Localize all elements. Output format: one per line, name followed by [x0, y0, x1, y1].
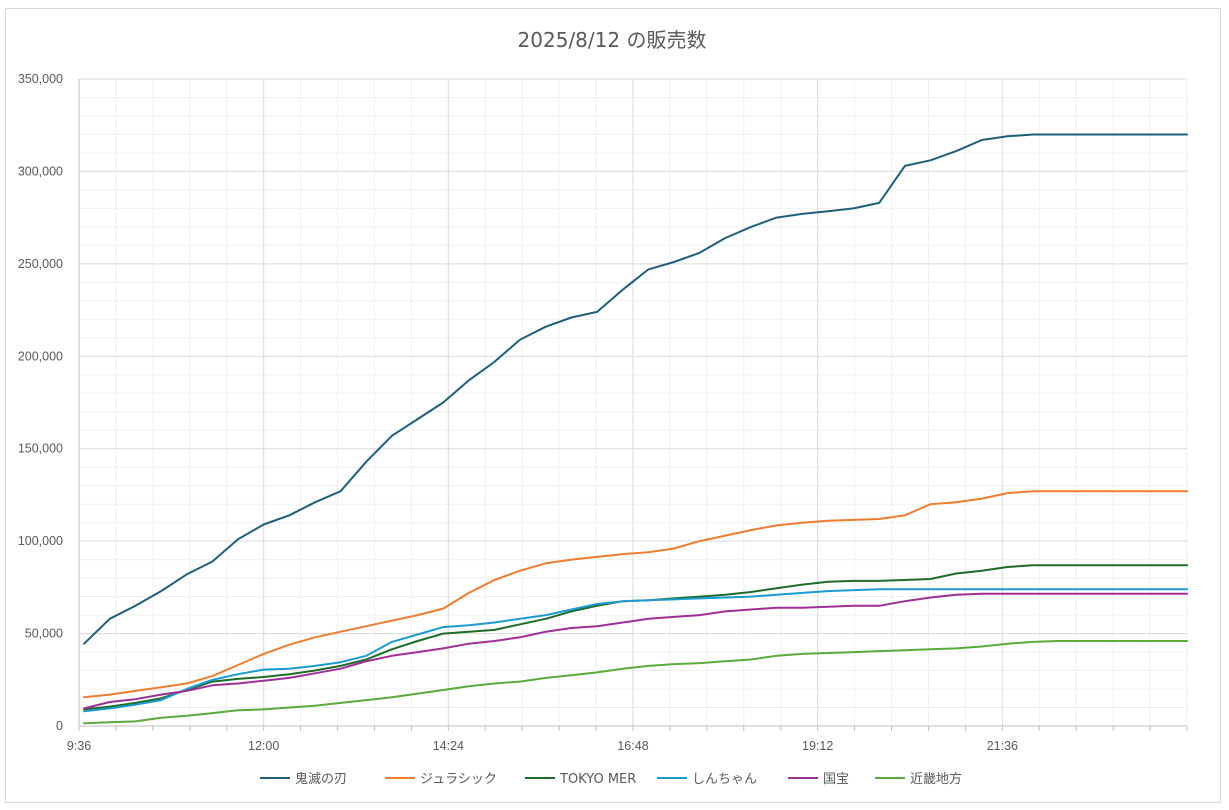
series-layer [83, 133, 1188, 725]
legend-label: ジュラシック [420, 772, 497, 787]
y-tick-label: 300,000 [18, 164, 63, 178]
grid-layer [79, 78, 1188, 726]
legend-label: 近畿地方 [910, 771, 962, 787]
legend-label: 鬼滅の刃 [295, 771, 347, 787]
chart-title: 2025/8/12 の販売数 [518, 28, 707, 52]
y-tick-label: 0 [56, 719, 63, 733]
series-line-1 [83, 490, 1188, 699]
legend-item-2: TOKYO MER [525, 772, 636, 787]
x-tick-label: 9:36 [67, 739, 91, 753]
series-line-2 [83, 564, 1188, 711]
legend-item-5: 近畿地方 [875, 771, 962, 787]
series-line-4 [83, 592, 1188, 710]
series-line-0 [83, 133, 1188, 645]
legend-label: しんちゃん [692, 772, 757, 787]
y-tick-label: 150,000 [18, 442, 63, 456]
y-tick-label: 350,000 [18, 72, 63, 86]
y-tick-label: 100,000 [18, 534, 63, 548]
legend-label: 国宝 [823, 772, 849, 787]
x-tick-label: 21:36 [987, 739, 1018, 753]
legend: 鬼滅の刃 ジュラシック TOKYO MER しんちゃん 国宝 近畿地方 [260, 771, 962, 787]
x-tick-label: 19:12 [802, 739, 833, 753]
x-tick-label: 12:00 [248, 739, 279, 753]
y-tick-label: 50,000 [25, 627, 63, 641]
series-line-3 [83, 588, 1188, 713]
legend-label: TOKYO MER [559, 772, 636, 787]
legend-item-4: 国宝 [788, 772, 849, 787]
legend-item-1: ジュラシック [385, 772, 497, 787]
series-line-5 [83, 640, 1188, 725]
axis-layer: 0 50,000 100,000 150,000 200,000 250,000 300,0… [18, 72, 1188, 753]
x-tick-label: 16:48 [617, 739, 648, 753]
legend-item-0: 鬼滅の刃 [260, 771, 347, 787]
legend-item-3: しんちゃん [657, 772, 757, 787]
x-tick-label: 14:24 [433, 739, 464, 753]
y-tick-label: 250,000 [18, 257, 63, 271]
y-tick-label: 200,000 [18, 349, 63, 363]
